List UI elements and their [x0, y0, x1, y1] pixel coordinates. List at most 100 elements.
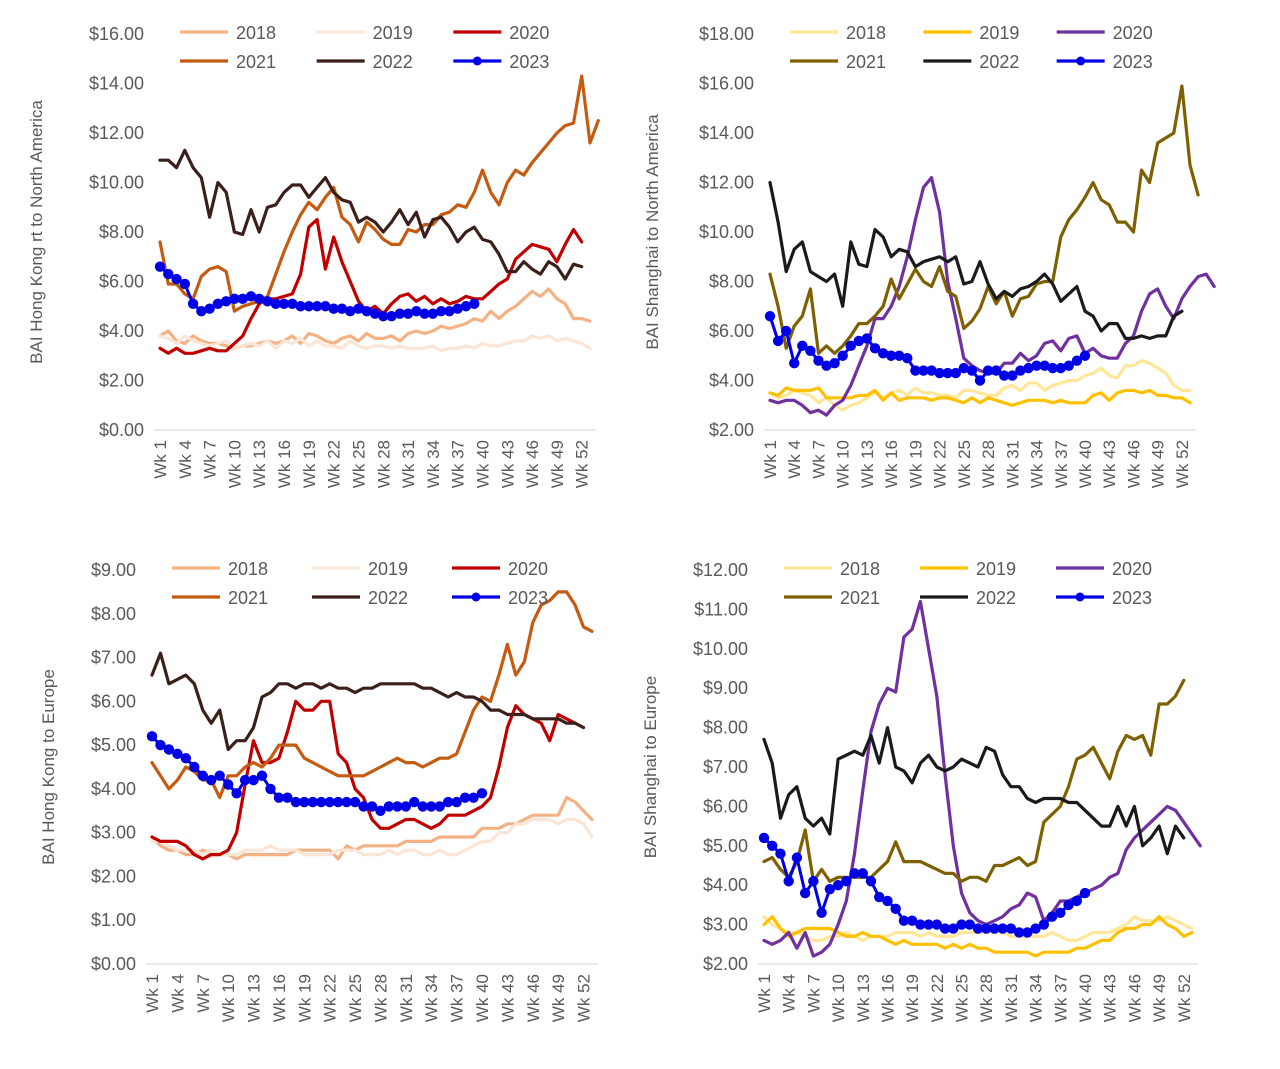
- legend-marker-2023: [472, 56, 482, 66]
- data-point-2023: [829, 357, 840, 369]
- x-tick-label: Wk 43: [1100, 440, 1119, 488]
- chart-svg: $2.00 $4.00 $6.00 $8.00 $10.00 $12.00 $14.00 $1…: [643, 23, 1216, 488]
- data-point-2023: [1071, 355, 1083, 366]
- data-point-2023: [775, 848, 786, 859]
- x-tick-label: Wk 10: [225, 440, 244, 488]
- x-tick-label: Wk 37: [1052, 440, 1071, 488]
- data-point-2023: [964, 919, 975, 930]
- chart-svg: $0.00 $1.00 $2.00 $3.00 $4.00 $5.00 $6.00 $7.00…: [39, 559, 598, 1022]
- data-point-2023: [468, 792, 479, 803]
- y-tick-label: $0.00: [91, 954, 136, 974]
- data-point-2023: [444, 306, 455, 317]
- x-tick-label: Wk 34: [1028, 440, 1047, 488]
- x-tick-label: Wk 37: [448, 974, 467, 1022]
- legend-label-2021: 2021: [228, 588, 268, 608]
- data-point-2023: [966, 365, 978, 376]
- y-tick-label: $4.00: [99, 321, 144, 341]
- data-point-2023: [328, 303, 339, 314]
- x-tick-label: Wk 13: [858, 440, 877, 488]
- data-point-2023: [154, 261, 166, 272]
- data-point-2023: [1079, 350, 1091, 361]
- y-tick-label: $12.00: [699, 173, 754, 193]
- data-point-2023: [179, 278, 191, 290]
- x-tick-label: Wk 52: [1173, 440, 1192, 488]
- x-tick-label: Wk 25: [953, 974, 972, 1022]
- data-point-2023: [1015, 365, 1026, 376]
- y-tick-label: $2.00: [703, 954, 748, 974]
- x-tick-label: Wk 46: [1124, 440, 1143, 488]
- data-point-2023: [1079, 887, 1091, 899]
- x-tick-label: Wk 31: [397, 974, 416, 1022]
- legend-label-2023: 2023: [509, 52, 549, 72]
- legend-label-2022: 2022: [368, 588, 408, 608]
- y-tick-label: $6.00: [703, 796, 748, 816]
- data-point-2023: [341, 796, 352, 808]
- series-line-2019: [150, 817, 594, 857]
- data-point-2023: [1055, 907, 1066, 918]
- legend-label-2018: 2018: [228, 559, 268, 579]
- data-point-2023: [837, 350, 848, 361]
- y-tick-label: $8.00: [99, 222, 144, 242]
- chart-svg: $0.00 $2.00 $4.00 $6.00 $8.00 $10.00 $12.00 $14…: [27, 23, 600, 488]
- x-tick-label: Wk 10: [219, 974, 238, 1022]
- y-tick-label: $0.00: [99, 420, 144, 440]
- legend-label-2019: 2019: [373, 23, 413, 43]
- x-tick-label: Wk 49: [549, 974, 568, 1022]
- data-point-2023: [197, 770, 208, 781]
- data-point-2023: [442, 796, 454, 808]
- y-tick-label: $8.00: [91, 604, 136, 624]
- x-tick-label: Wk 46: [524, 974, 543, 1022]
- series-line-2020: [762, 599, 1202, 958]
- data-point-2023: [861, 333, 873, 344]
- x-tick-label: Wk 4: [785, 440, 804, 479]
- chart-shanghai-europe: $2.00 $3.00 $4.00 $5.00 $6.00 $7.00 $8.00 $9.00…: [640, 532, 1280, 1064]
- x-tick-label: Wk 28: [977, 974, 996, 1022]
- data-point-2023: [220, 296, 232, 307]
- data-point-2023: [923, 919, 934, 930]
- data-point-2023: [270, 298, 281, 309]
- series-line-2022: [158, 148, 584, 281]
- data-point-2023: [212, 298, 224, 309]
- x-tick-label: Wk 40: [1076, 440, 1095, 488]
- data-point-2023: [821, 360, 832, 371]
- data-point-2023: [997, 923, 1008, 934]
- data-point-2023: [163, 268, 174, 280]
- data-point-2023: [229, 293, 240, 305]
- series-line-2022: [150, 651, 586, 752]
- data-point-2023: [311, 301, 323, 312]
- data-point-2023: [783, 876, 794, 887]
- x-tick-label: Wk 16: [882, 440, 901, 488]
- legend-label-2023: 2023: [1113, 52, 1153, 72]
- y-tick-label: $10.00: [693, 639, 748, 659]
- x-tick-label: Wk 19: [903, 974, 922, 1022]
- x-tick-label: Wk 52: [573, 440, 592, 488]
- data-point-2023: [989, 923, 1000, 934]
- data-point-2023: [400, 801, 412, 812]
- legend-label-2020: 2020: [508, 559, 548, 579]
- data-point-2023: [1038, 919, 1050, 930]
- data-point-2023: [402, 308, 414, 319]
- x-tick-label: Wk 31: [399, 440, 418, 488]
- x-tick-label: Wk 25: [349, 440, 368, 488]
- x-tick-label: Wk 31: [1002, 974, 1021, 1022]
- y-tick-label: $6.00: [99, 272, 144, 292]
- x-tick-label: Wk 10: [829, 974, 848, 1022]
- y-axis-title: BAI Hong Kong rt to North America: [27, 100, 46, 364]
- y-tick-label: $2.00: [91, 866, 136, 886]
- data-point-2023: [316, 796, 327, 808]
- legend-label-2023: 2023: [1112, 588, 1152, 608]
- legend-label-2019: 2019: [368, 559, 408, 579]
- y-tick-label: $8.00: [703, 718, 748, 738]
- x-tick-label: Wk 28: [374, 440, 393, 488]
- x-tick-label: Wk 16: [878, 974, 897, 1022]
- legend-marker-2023: [1076, 56, 1086, 66]
- data-point-2023: [1047, 362, 1058, 374]
- data-point-2023: [1046, 911, 1058, 922]
- data-point-2023: [426, 801, 437, 812]
- data-point-2023: [222, 779, 234, 790]
- data-point-2023: [805, 345, 816, 356]
- data-point-2023: [419, 308, 430, 319]
- data-point-2023: [918, 365, 929, 376]
- data-point-2023: [1071, 895, 1082, 907]
- data-point-2023: [245, 291, 257, 302]
